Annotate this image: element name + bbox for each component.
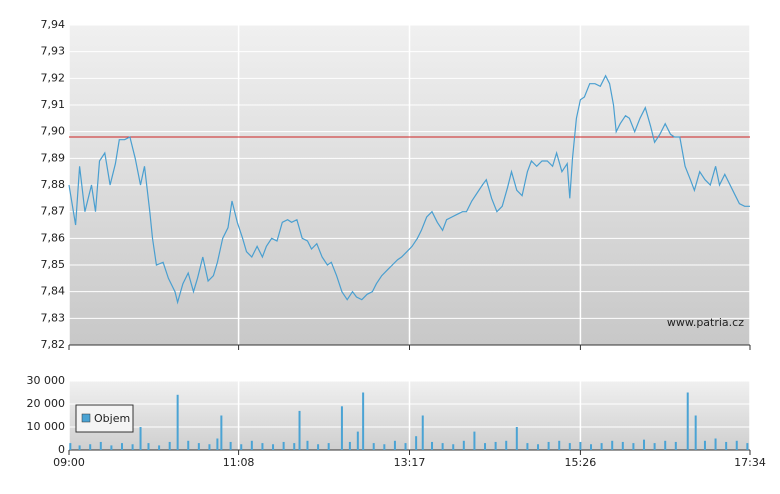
volume-bar [632,443,635,450]
y-tick-label: 7,82 [41,338,66,351]
x-tick-label: 13:17 [394,456,426,469]
volume-bar [462,440,465,450]
volume-bar [99,441,102,450]
volume-bar [348,441,351,450]
volume-bar [404,443,407,450]
volume-bar [168,441,171,450]
volume-bar [600,443,603,450]
y-tick-label: 7,93 [41,45,66,58]
volume-bar [69,443,72,450]
volume-bar [694,415,697,450]
volume-bar [362,392,365,450]
volume-bar [229,441,232,450]
y-tick-label: 7,85 [41,258,66,271]
volume-bar [703,440,706,450]
volume-bar [431,441,434,450]
volume-bar [643,439,646,450]
volume-bar [282,441,285,450]
volume-bar [383,444,386,450]
volume-bar [298,410,301,450]
volume-bar [558,440,561,450]
volume-bar [131,444,134,450]
legend-label: Objem [94,412,130,425]
volume-bar [537,444,540,450]
y-tick-label: 10 000 [27,420,66,433]
volume-bar [590,444,593,450]
volume-bar [340,406,343,450]
y-tick-label: 7,90 [41,125,66,138]
volume-bar [327,443,330,450]
x-tick-label: 17:34 [734,456,766,469]
volume-bar [441,443,444,450]
y-tick-label: 0 [58,443,65,456]
volume-bar [356,431,359,450]
y-tick-label: 7,89 [41,151,66,164]
y-tick-label: 7,84 [41,285,66,298]
volume-bar [547,441,550,450]
x-tick-label: 11:08 [223,456,255,469]
y-tick-label: 30 000 [27,374,66,387]
volume-bar [220,415,223,450]
volume-bar [505,440,508,450]
volume-bar [746,443,749,450]
watermark: www.patria.cz [667,316,744,329]
volume-bar [621,441,624,450]
volume-bar [187,440,190,450]
volume-bar [293,443,296,450]
volume-bar [147,443,150,450]
volume-bar [714,438,717,450]
volume-bar [306,440,309,450]
volume-bar [674,441,677,450]
y-tick-label: 7,92 [41,71,66,84]
volume-bar [494,441,497,450]
volume-bar [415,436,418,450]
y-tick-label: 7,88 [41,178,66,191]
volume-bar [250,440,253,450]
legend-swatch [81,413,91,423]
volume-bar [261,443,264,450]
volume-bar [372,443,375,450]
volume-bar [421,415,424,450]
volume-bar [473,431,476,450]
volume-bar [89,444,92,450]
volume-bar [568,443,571,450]
volume-bar [579,441,582,450]
y-tick-label: 7,87 [41,205,66,218]
volume-bar [120,443,123,450]
price-line [68,74,750,305]
x-tick-label: 15:26 [565,456,597,469]
volume-bar [735,440,738,450]
y-tick-label: 7,83 [41,311,66,324]
volume-bar [158,445,161,450]
volume-bar [78,445,81,450]
volume-bar [393,440,396,450]
volume-bar [725,441,728,450]
volume-bar [686,392,689,450]
volume-bar [664,440,667,450]
volume-bar [526,443,529,450]
volume-bar [515,427,518,450]
y-tick-label: 7,94 [41,18,66,31]
volume-bar [110,445,113,450]
volume-bar [240,444,243,450]
volume-bar [611,440,614,450]
volume-bar [197,443,200,450]
y-tick-label: 7,86 [41,231,66,244]
volume-bar [653,443,656,450]
x-tick-label: 09:00 [53,456,85,469]
y-tick-label: 7,91 [41,98,66,111]
y-tick-label: 20 000 [27,397,66,410]
volume-bar [208,444,211,450]
volume-bar [216,438,219,450]
volume-bar [317,444,320,450]
volume-bar [484,443,487,450]
volume-bar [176,394,179,450]
volume-bar [139,427,142,450]
volume-bar [452,444,455,450]
volume-bar [272,444,275,450]
